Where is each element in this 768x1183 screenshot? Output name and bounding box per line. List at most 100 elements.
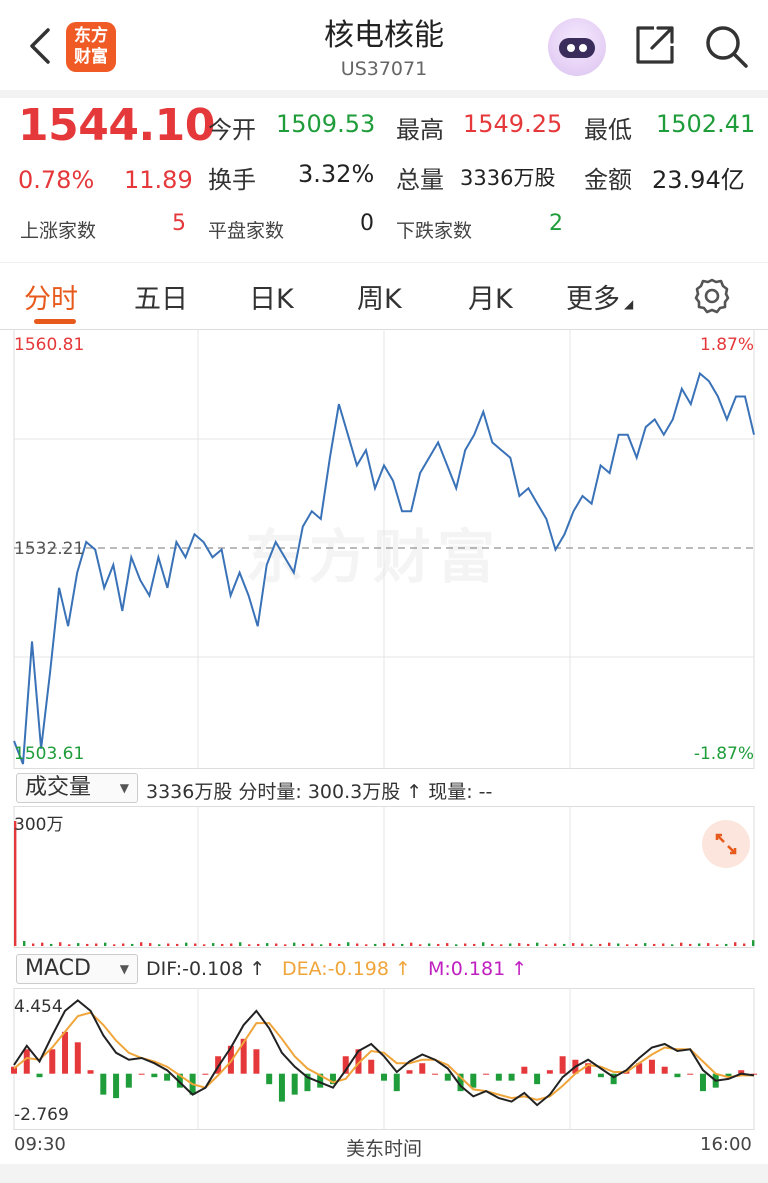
macd-histogram-bar (176, 1073, 183, 1088)
volume-bar (437, 943, 440, 946)
volume-bar (113, 944, 116, 946)
volume-bar (599, 943, 602, 946)
expand-chart-button[interactable] (702, 820, 750, 868)
volume-bar (572, 943, 575, 946)
volume-bar (302, 943, 305, 946)
flat-count-label: 平盘家数 (208, 220, 285, 242)
volume-bar (68, 944, 71, 946)
macd-dea: DEA:-0.198 ↑ (282, 958, 411, 980)
tab-five-day[interactable]: 五日 (134, 284, 188, 315)
volume-indicator-select[interactable]: 成交量 ▼ (16, 773, 138, 803)
back-arrow-icon[interactable] (22, 24, 58, 68)
macd-histogram-bar (278, 1073, 285, 1102)
volume-bar (185, 942, 188, 946)
volume-bar (527, 943, 530, 946)
tab-daily-k[interactable]: 日K (249, 284, 294, 315)
macd-histogram-bar (125, 1073, 132, 1088)
volume-bar (446, 943, 449, 946)
turnover-label: 换手 (208, 166, 256, 194)
macd-histogram-bar (342, 1056, 349, 1074)
volume-max-label: 300万 (14, 815, 63, 835)
active-tab-indicator (34, 319, 76, 324)
high-value: 1549.25 (463, 110, 563, 138)
volume-bar (608, 942, 611, 946)
macd-histogram-bar (253, 1049, 260, 1074)
x-end-label: 16:00 (700, 1134, 752, 1155)
dropdown-arrow-icon: ▼ (119, 781, 129, 795)
volume-select-label: 成交量 (25, 775, 92, 800)
y-min-label: 1503.61 (14, 744, 84, 764)
down-count: 2 (549, 211, 563, 236)
macd-histogram-bar (661, 1066, 668, 1074)
up-count-label: 上涨家数 (20, 220, 97, 242)
macd-histogram-bar (317, 1073, 324, 1088)
volume-bar (41, 942, 44, 946)
volume-bar (194, 943, 197, 946)
macd-histogram-bar (266, 1073, 273, 1085)
page-title: 核电核能 (324, 18, 444, 53)
dropdown-arrow-icon: ▼ (119, 962, 129, 976)
volume-bar (239, 942, 242, 946)
macd-histogram-bar (470, 1073, 477, 1088)
price-line (13, 371, 755, 765)
up-count: 5 (172, 211, 186, 236)
macd-histogram-bar (113, 1073, 120, 1099)
macd-histogram-bar (368, 1059, 375, 1074)
volume-bar (77, 943, 80, 946)
current-price: 1544.10 (18, 100, 215, 151)
macd-histogram-bar (49, 1049, 56, 1074)
volume-bar (500, 944, 503, 946)
tab-weekly-k[interactable]: 周K (357, 284, 402, 315)
volume-label: 总量 (396, 166, 444, 194)
logo-line1: 东方 (74, 26, 108, 46)
volume-bar (95, 943, 98, 946)
volume-bar (176, 943, 179, 946)
macd-dif: DIF:-0.108 ↑ (146, 958, 266, 980)
volume-bar (293, 942, 296, 946)
volume-bar (518, 943, 521, 946)
flat-count: 0 (360, 211, 374, 236)
intraday-price-chart[interactable]: 1560.81 1532.21 1503.61 1.87% -1.87% (0, 329, 768, 769)
assistant-robot-icon[interactable] (548, 18, 606, 76)
tab-more-label: 更多 (566, 284, 620, 315)
macd-histogram-bar (699, 1073, 706, 1092)
app-logo[interactable]: 东方 财富 (66, 22, 116, 72)
macd-histogram-bar (508, 1073, 515, 1081)
macd-histogram-bar (87, 1070, 94, 1074)
volume-bar (545, 944, 548, 946)
macd-histogram-bar (687, 1073, 694, 1075)
search-icon[interactable] (702, 22, 750, 70)
volume-bar (491, 943, 494, 946)
macd-histogram-bar (559, 1056, 566, 1074)
volume-bar (104, 942, 107, 946)
volume-bar (266, 943, 269, 946)
volume-info: 3336万股 分时量: 300.3万股 ↑ 现量: -- (146, 781, 493, 803)
settings-gear-icon[interactable] (692, 276, 732, 316)
change-percent: 0.78% (18, 166, 95, 194)
share-icon[interactable] (632, 22, 678, 68)
tab-intraday[interactable]: 分时 (24, 284, 78, 315)
macd-chart[interactable]: 4.454 -2.769 (0, 988, 768, 1130)
tab-more[interactable]: 更多 ◢ (566, 277, 633, 316)
volume-bar (644, 943, 647, 946)
expand-icon (715, 833, 737, 855)
volume-bar (59, 942, 62, 946)
volume-chart[interactable]: 300万 (0, 806, 768, 948)
macd-histogram-bar (381, 1073, 387, 1081)
volume-bar (743, 943, 746, 946)
volume-bar (617, 943, 620, 946)
volume-bar (311, 943, 314, 946)
volume-bar (716, 944, 719, 946)
volume-value: 3336万股 (460, 166, 556, 190)
macd-histogram-bar (23, 1049, 30, 1074)
tab-monthly-k[interactable]: 月K (468, 284, 513, 315)
volume-bar (338, 943, 341, 946)
volume-bar (257, 943, 260, 946)
macd-indicator-select[interactable]: MACD ▼ (16, 954, 138, 984)
volume-bar (167, 943, 170, 946)
volume-bar (203, 944, 206, 946)
macd-histogram-bar (74, 1042, 81, 1074)
volume-bar (590, 944, 593, 946)
volume-bar (248, 944, 251, 946)
volume-bar (482, 942, 485, 946)
